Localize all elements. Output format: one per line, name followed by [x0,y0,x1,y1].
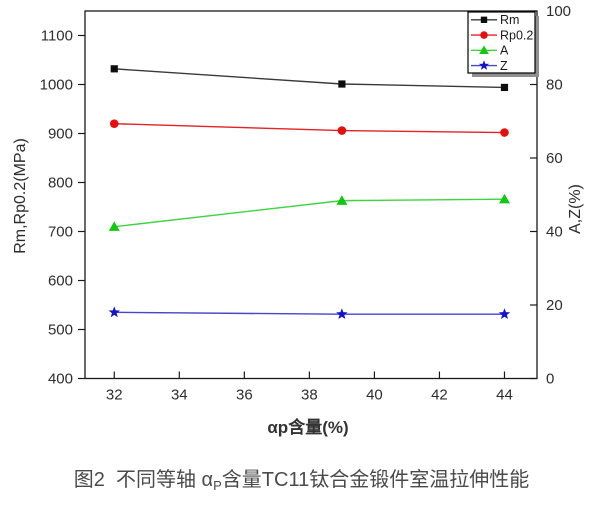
data-point-Rp0.2 [337,126,347,135]
x-tick-label: 32 [106,387,123,404]
right-tick-label: 60 [546,150,563,167]
data-point-Z [498,308,511,320]
x-axis-title: αp含量(%) [267,417,348,437]
plot-area: 400 500 600 700 800 900 1000 1100 0 20 40 60 80 100 32… [40,3,571,403]
left-tick-label: 700 [48,224,73,241]
chart-canvas: Rm,Rp0.2(MPa) A,Z(%) αp含量(%) 40050060070… [12,3,584,437]
right-tick-label: 80 [546,77,563,94]
left-tick-label: 1000 [40,77,73,94]
left-tick-label: 900 [48,126,73,143]
data-point-A [498,193,510,204]
legend-marker-A [479,45,489,54]
data-point-Rm [500,83,509,92]
data-point-Z [336,308,348,320]
legend-marker-Rp0.2 [480,31,488,39]
series-line-A [114,198,505,228]
left-tick-label: 500 [48,322,73,339]
x-tick-label: 36 [236,387,253,404]
series-line-Rp0.2 [114,123,505,134]
legend-label-Rm: Rm [500,13,519,27]
right-axis-title: A,Z(%) [567,184,584,234]
x-tick-label: 34 [171,387,188,404]
figure-caption: 图2 不同等轴 αP含量TC11钛合金锻件室温拉伸性能 [0,463,603,493]
right-tick-label: 100 [546,3,571,20]
series-line-Rm [114,68,505,89]
right-tick-label: 40 [546,224,563,241]
legend-label-Z: Z [500,59,508,73]
left-axis-title: Rm,Rp0.2(MPa) [12,138,29,254]
caption-text-suffix: 含量TC11钛合金锻件室温拉伸性能 [221,469,530,491]
legend-label-A: A [500,44,509,58]
right-tick-label: 20 [546,297,563,314]
data-point-Rp0.2 [109,119,119,128]
data-point-Rm [110,65,118,73]
data-point-Rp0.2 [500,128,509,137]
legend-label-Rp0.2: Rp0.2 [500,28,533,42]
x-tick-label: 38 [301,387,318,404]
left-tick-label: 1100 [41,28,73,45]
left-tick-label: 800 [48,175,73,192]
x-tick-label: 40 [366,387,383,404]
left-tick-label: 400 [48,371,73,388]
x-tick-label: 44 [496,387,513,404]
plot-border [84,10,538,380]
series-line-Z [114,311,505,315]
data-point-A [108,221,120,231]
legend-marker-Z [478,60,490,70]
right-tick-label: 0 [546,371,554,388]
data-point-Rm [338,80,346,88]
caption-text-prefix: 图2 不同等轴 α [73,469,214,491]
caption-subscript: P [213,478,222,493]
data-point-Z [108,306,120,318]
legend-marker-Rm [480,16,488,23]
x-tick-label: 42 [431,387,448,404]
data-point-A [336,195,348,205]
legend-box [467,11,536,74]
left-tick-label: 600 [48,273,73,290]
